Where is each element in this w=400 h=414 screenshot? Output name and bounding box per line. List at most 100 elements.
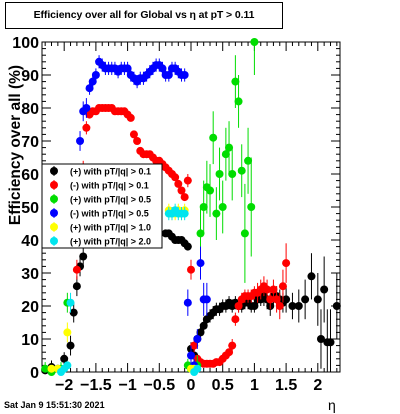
series-group xyxy=(41,38,259,376)
data-point xyxy=(72,282,81,291)
data-point xyxy=(133,137,142,145)
data-point xyxy=(196,259,205,268)
data-point xyxy=(79,252,88,261)
data-point xyxy=(91,71,100,79)
data-point xyxy=(218,203,227,211)
legend-marker xyxy=(50,209,58,217)
data-point xyxy=(180,71,189,79)
legend-entry-label: (+) with pT/|q| > 1.0 xyxy=(70,223,151,233)
data-point xyxy=(63,328,72,337)
data-point xyxy=(313,295,322,304)
data-point xyxy=(180,193,189,202)
legend-marker xyxy=(50,237,58,245)
data-point xyxy=(187,265,195,274)
x-tick-label: −0.5 xyxy=(144,377,176,394)
data-point xyxy=(199,203,208,211)
data-point xyxy=(212,209,221,218)
data-point xyxy=(237,166,246,175)
y-tick-label: 80 xyxy=(21,101,39,118)
data-point xyxy=(129,130,138,139)
data-point xyxy=(196,328,205,337)
y-tick-label: 70 xyxy=(21,134,39,151)
data-point xyxy=(190,341,199,350)
x-tick-label: 1 xyxy=(250,377,259,394)
x-tick-label: −1.5 xyxy=(80,377,112,394)
data-point xyxy=(326,338,335,347)
data-point xyxy=(225,348,234,357)
legend-entry-label: (+) with pT/|q| > 2.0 xyxy=(70,237,151,247)
data-point xyxy=(282,295,291,304)
legend-box xyxy=(41,163,163,249)
x-tick-label: −2 xyxy=(55,377,73,394)
y-axis-label: Efficiency over all (%) xyxy=(7,64,24,226)
data-point xyxy=(183,242,192,251)
data-point xyxy=(183,298,192,307)
data-point xyxy=(272,295,281,304)
legend-marker xyxy=(50,223,58,231)
data-point xyxy=(85,84,94,93)
data-point xyxy=(187,351,195,360)
data-point xyxy=(63,361,72,370)
data-point xyxy=(231,315,240,324)
data-point xyxy=(76,137,85,145)
data-point xyxy=(221,150,230,159)
legend-entry-label: (+) with pT/|q| > 0.1 xyxy=(70,167,151,177)
data-point xyxy=(183,176,192,185)
data-point xyxy=(234,302,243,310)
x-tick-label: 1.5 xyxy=(275,377,297,394)
data-point xyxy=(180,209,189,218)
data-point xyxy=(174,179,183,188)
data-point xyxy=(202,295,211,304)
data-point xyxy=(66,298,75,307)
data-point xyxy=(307,272,316,281)
data-point xyxy=(82,123,91,132)
series-group xyxy=(72,104,291,368)
data-point xyxy=(82,104,91,112)
legend-marker xyxy=(50,181,58,189)
legend-entry-label: (+) with pT/|q| > 0.5 xyxy=(70,195,151,205)
y-tick-label: 20 xyxy=(21,299,39,316)
data-point xyxy=(215,170,224,178)
data-point xyxy=(244,156,253,165)
y-tick-label: 50 xyxy=(21,200,39,217)
data-point xyxy=(316,335,325,343)
y-tick-label: 40 xyxy=(21,233,39,250)
data-point xyxy=(225,143,234,152)
data-point xyxy=(282,259,291,268)
y-tick-label: 30 xyxy=(21,266,39,283)
data-point xyxy=(263,285,272,294)
y-tick-label: 90 xyxy=(21,68,39,85)
y-tick-label: 10 xyxy=(21,332,39,349)
data-point xyxy=(126,113,135,122)
y-tick-label: 100 xyxy=(12,35,39,52)
data-point xyxy=(209,133,218,142)
data-point xyxy=(41,364,50,373)
data-point xyxy=(206,186,215,195)
legend-marker xyxy=(50,167,58,175)
data-point xyxy=(266,295,275,304)
data-point xyxy=(72,265,81,274)
data-point xyxy=(332,302,341,310)
data-point xyxy=(88,77,97,86)
series-group xyxy=(76,55,211,372)
timestamp-footer: Sat Jan 9 15:51:30 2021 xyxy=(4,400,105,410)
data-point xyxy=(269,285,278,294)
data-point xyxy=(250,38,259,46)
series-group xyxy=(41,229,341,375)
x-axis-label: η xyxy=(328,397,336,413)
chart-title: Efficiency over all for Global vs η at p… xyxy=(33,9,255,21)
data-point xyxy=(320,285,329,294)
data-point xyxy=(123,64,132,73)
x-tick-label: 2 xyxy=(313,377,322,394)
data-point xyxy=(228,341,237,350)
data-point xyxy=(294,302,303,310)
data-point xyxy=(234,97,243,106)
data-point xyxy=(288,302,297,310)
data-point xyxy=(60,354,69,363)
x-tick-label: 0 xyxy=(187,377,196,394)
x-tick-label: 0.5 xyxy=(212,377,234,394)
data-point xyxy=(158,64,167,73)
data-point xyxy=(199,321,208,330)
chart-title-box: Efficiency over all for Global vs η at p… xyxy=(5,2,283,29)
